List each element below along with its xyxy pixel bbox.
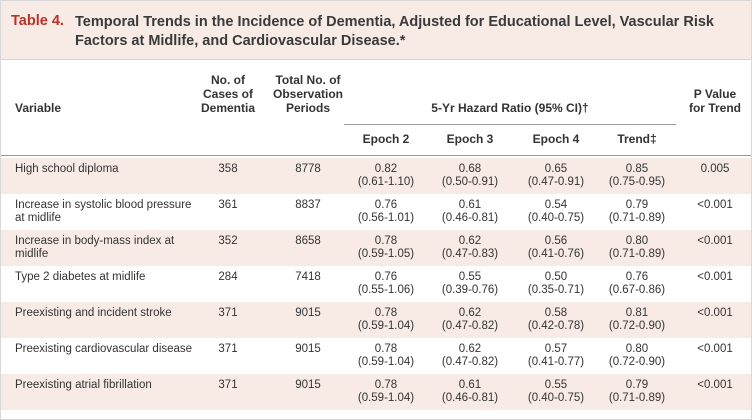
periods-cell: 8778: [295, 163, 321, 175]
epoch-4-cell: 0.55 (0.40-0.75): [527, 379, 585, 404]
epoch-2-cell: 0.76 (0.56-1.01): [357, 199, 415, 224]
cases-cell: 284: [218, 271, 238, 283]
pvalue-cell: 0.005: [700, 163, 730, 175]
row-background: [1, 230, 751, 266]
pvalue-cell: <0.001: [697, 235, 733, 247]
cases-cell: 371: [218, 343, 238, 355]
row-background: [1, 374, 751, 410]
epoch-3-cell: 0.55 (0.39-0.76): [441, 271, 499, 296]
pvalue-cell: <0.001: [697, 307, 733, 319]
periods-cell: 9015: [295, 307, 321, 319]
header-cases: No. of Cases of Dementia: [200, 73, 256, 115]
row-background: [1, 158, 751, 194]
epoch-2-cell: 0.78 (0.59-1.04): [357, 307, 415, 332]
trend-cell: 0.80 (0.71-0.89): [608, 235, 666, 260]
epoch-4-cell: 0.57 (0.41-0.77): [527, 343, 585, 368]
header-trend: Trend‡: [617, 132, 657, 146]
epoch-2-cell: 0.78 (0.59-1.04): [357, 379, 415, 404]
variable-cell: Increase in body-mass index at midlife: [15, 235, 175, 260]
epoch-3-cell: 0.62 (0.47-0.82): [441, 307, 499, 332]
epoch-3-cell: 0.62 (0.47-0.82): [441, 343, 499, 368]
epoch-3-cell: 0.61 (0.46-0.81): [441, 379, 499, 404]
trend-cell: 0.80 (0.72-0.90): [608, 343, 666, 368]
epoch-4-cell: 0.56 (0.41-0.76): [527, 235, 585, 260]
cases-cell: 361: [218, 199, 238, 211]
variable-cell: High school diploma: [15, 163, 119, 175]
trend-cell: 0.76 (0.67-0.86): [608, 271, 666, 296]
table-title: Temporal Trends in the Incidence of Deme…: [75, 14, 714, 49]
trend-cell: 0.79 (0.71-0.89): [608, 199, 666, 224]
epoch-3-cell: 0.68 (0.50-0.91): [441, 163, 499, 188]
table-title-bar: Table 4. Temporal Trends in the Incidenc…: [1, 1, 751, 60]
epoch-2-cell: 0.82 (0.61-1.10): [357, 163, 415, 188]
pvalue-cell: <0.001: [697, 343, 733, 355]
periods-cell: 7418: [295, 271, 321, 283]
header-epoch-3: Epoch 3: [446, 132, 494, 146]
epoch-2-cell: 0.76 (0.55-1.06): [357, 271, 415, 296]
epoch-2-cell: 0.78 (0.59-1.05): [357, 235, 415, 260]
epoch-2-cell: 0.78 (0.59-1.04): [357, 343, 415, 368]
epoch-3-cell: 0.61 (0.46-0.81): [441, 199, 499, 224]
header-bottom-rule: [1, 155, 751, 156]
cases-cell: 371: [218, 379, 238, 391]
header-periods: Total No. of Observation Periods: [272, 73, 344, 115]
row-background: [1, 302, 751, 338]
pvalue-cell: <0.001: [697, 271, 733, 283]
variable-cell: Increase in systolic blood pressure at mi…: [15, 199, 192, 224]
periods-cell: 8658: [295, 235, 321, 247]
epoch-4-cell: 0.58 (0.42-0.78): [527, 307, 585, 332]
table-number: Table 4.: [11, 13, 64, 29]
trend-cell: 0.85 (0.75-0.95): [608, 163, 666, 188]
pvalue-cell: <0.001: [697, 199, 733, 211]
hazard-header-rule: [344, 124, 676, 125]
epoch-4-cell: 0.54 (0.40-0.75): [527, 199, 585, 224]
variable-cell: Preexisting cardiovascular disease: [15, 343, 193, 355]
variable-cell: Preexisting atrial fibrillation: [15, 379, 152, 391]
cases-cell: 371: [218, 307, 238, 319]
periods-cell: 8837: [295, 199, 321, 211]
cases-cell: 352: [218, 235, 238, 247]
trend-cell: 0.79 (0.71-0.89): [608, 379, 666, 404]
variable-cell: Type 2 diabetes at midlife: [15, 271, 146, 283]
periods-cell: 9015: [295, 379, 321, 391]
header-hazard-ratio: 5-Yr Hazard Ratio (95% CI)†: [431, 101, 589, 115]
epoch-4-cell: 0.50 (0.35-0.71): [527, 271, 585, 296]
header-epoch-2: Epoch 2: [362, 132, 410, 146]
trend-cell: 0.81 (0.72-0.90): [608, 307, 666, 332]
epoch-3-cell: 0.62 (0.47-0.83): [441, 235, 499, 260]
header-pvalue: P Value for Trend: [688, 87, 741, 115]
epoch-4-cell: 0.65 (0.47-0.91): [527, 163, 585, 188]
periods-cell: 9015: [295, 343, 321, 355]
header-epoch-4: Epoch 4: [532, 132, 580, 146]
pvalue-cell: <0.001: [697, 379, 733, 391]
header-variable: Variable: [15, 101, 62, 115]
variable-cell: Preexisting and incident stroke: [15, 307, 172, 319]
cases-cell: 358: [218, 163, 238, 175]
